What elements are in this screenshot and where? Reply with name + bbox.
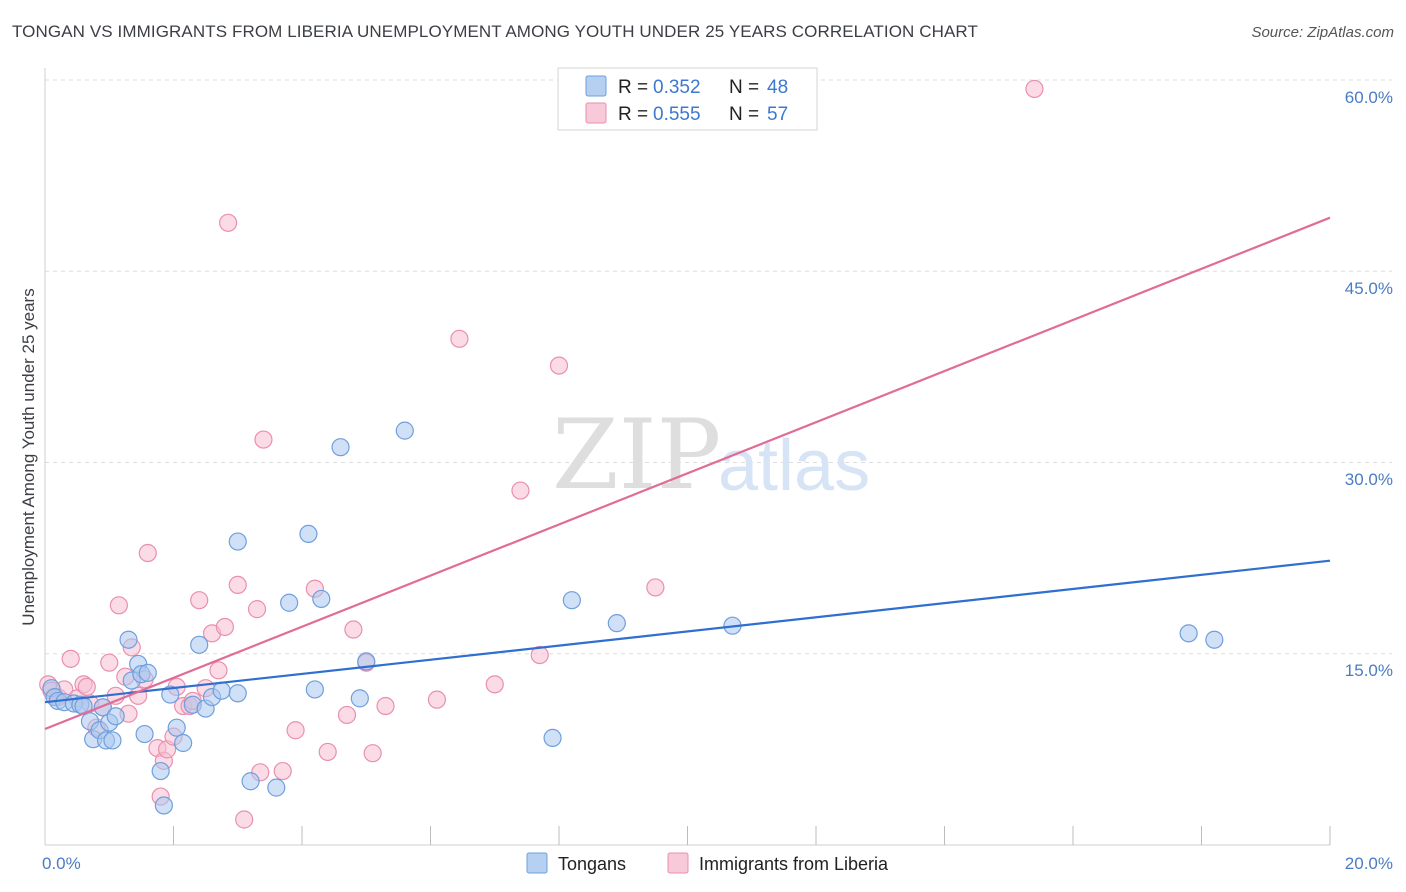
point-tongans-19	[138, 663, 157, 682]
point-tongans-33	[280, 593, 299, 612]
point-tongans-21	[151, 761, 170, 781]
point-liberia-50	[450, 329, 469, 348]
point-tongans-23	[161, 685, 180, 704]
data-points	[39, 79, 1224, 829]
point-tongans-48	[228, 532, 247, 551]
legend-n-value-tongans: 48	[767, 77, 788, 98]
point-liberia-48	[376, 696, 395, 716]
point-tongans-10	[93, 698, 112, 717]
bottom-legend-swatch-tongans	[526, 852, 548, 874]
point-liberia-53	[530, 645, 549, 665]
legend-r-label-liberia: R =	[618, 104, 648, 125]
legend-swatch-liberia	[585, 102, 607, 124]
point-tongans-41	[562, 591, 581, 610]
point-liberia-47	[363, 744, 382, 763]
bottom-legend-label-liberia: Immigrants from Liberia	[699, 854, 889, 874]
point-tongans-37	[350, 689, 369, 708]
point-liberia-32	[209, 661, 228, 680]
point-liberia-55	[646, 578, 665, 597]
point-tongans-27	[190, 635, 209, 654]
trend-line-liberia	[44, 216, 1331, 730]
trend-lines	[44, 216, 1331, 730]
y-tick-label-45: 45.0%	[1345, 279, 1393, 298]
point-liberia-49	[427, 690, 447, 709]
chart-title: TONGAN VS IMMIGRANTS FROM LIBERIA UNEMPL…	[12, 22, 978, 41]
y-tick-label-30: 30.0%	[1345, 470, 1393, 489]
legend-n-label-tongans: N =	[729, 77, 759, 98]
trend-line-tongans	[44, 559, 1331, 704]
legend-r-label-tongans: R =	[618, 77, 648, 98]
watermark-atlas: atlas	[718, 426, 870, 506]
point-liberia-45	[344, 620, 363, 639]
legend-n-value-liberia: 57	[767, 104, 788, 125]
series-legend: Tongans Immigrants from Liberia	[526, 852, 889, 874]
point-liberia-34	[219, 213, 238, 232]
point-liberia-35	[228, 575, 247, 595]
point-liberia-13	[109, 596, 128, 615]
bottom-legend-swatch-liberia	[667, 852, 689, 874]
point-liberia-44	[337, 705, 357, 725]
point-liberia-37	[247, 600, 267, 619]
point-liberia-11	[100, 653, 119, 672]
point-tongans-34	[299, 524, 318, 544]
point-tongans-36	[305, 680, 324, 699]
point-tongans-46	[1179, 624, 1198, 643]
watermark-zip: ZIP	[552, 399, 721, 511]
point-tongans-13	[103, 731, 122, 750]
source-label: Source: ZipAtlas.com	[1251, 24, 1394, 41]
axes	[44, 68, 1331, 846]
point-liberia-52	[511, 481, 530, 500]
point-tongans-31	[228, 684, 247, 703]
legend-n-label-liberia: N =	[729, 104, 759, 125]
point-liberia-29	[190, 591, 209, 610]
legend-swatch-tongans	[585, 75, 607, 97]
point-liberia-19	[138, 543, 157, 563]
point-tongans-47	[1205, 630, 1224, 649]
x-tick-label-20: 20.0%	[1345, 854, 1393, 873]
y-axis-label: Unemployment Among Youth under 25 years	[19, 288, 38, 625]
point-liberia-41	[286, 721, 305, 740]
point-tongans-25	[174, 733, 193, 753]
point-liberia-33	[215, 617, 234, 637]
point-tongans-38	[331, 438, 350, 457]
correlation-legend: R = 0.352 N = 48 R = 0.555 N = 57	[557, 67, 818, 131]
point-liberia-36	[235, 810, 254, 829]
point-tongans-24	[167, 718, 186, 737]
point-tongans-22	[154, 796, 173, 815]
point-liberia-54	[549, 356, 569, 375]
point-tongans-15	[119, 630, 138, 649]
point-liberia-7	[77, 677, 96, 697]
grid-lines	[45, 79, 1392, 655]
point-tongans-20	[135, 724, 154, 744]
point-tongans-40	[395, 421, 414, 440]
y-tick-label-60: 60.0%	[1345, 88, 1393, 107]
point-tongans-45	[241, 772, 260, 791]
point-tongans-42	[543, 728, 562, 748]
point-liberia-43	[318, 742, 337, 762]
point-liberia-56	[1025, 79, 1044, 99]
point-tongans-30	[212, 681, 231, 700]
bottom-legend-label-tongans: Tongans	[558, 854, 626, 874]
point-liberia-38	[254, 430, 273, 449]
legend-r-value-tongans: 0.352	[653, 77, 701, 98]
point-tongans-43	[607, 614, 626, 633]
x-tick-label-0: 0.0%	[42, 854, 81, 873]
y-tick-label-15: 15.0%	[1345, 661, 1393, 680]
point-tongans-32	[267, 778, 286, 797]
point-liberia-51	[485, 675, 504, 694]
legend-r-value-liberia: 0.555	[653, 104, 701, 125]
point-liberia-4	[61, 649, 80, 668]
point-liberia-40	[273, 761, 292, 781]
point-tongans-35	[312, 589, 331, 609]
point-tongans-14	[106, 707, 125, 726]
